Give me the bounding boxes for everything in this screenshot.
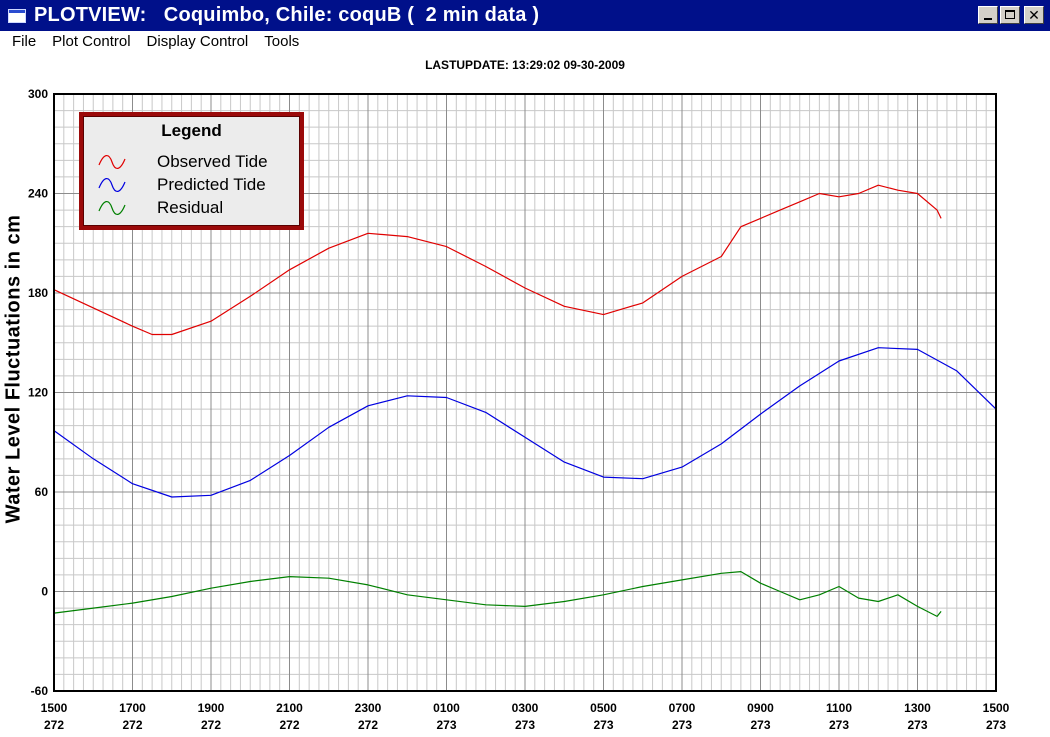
close-icon[interactable]: ✕	[1024, 6, 1044, 24]
legend-label-residual: Residual	[157, 198, 224, 217]
menu-display-control[interactable]: Display Control	[146, 32, 249, 50]
x-tick-time-label: 0700	[669, 701, 696, 715]
title-bar[interactable]: PLOTVIEW: Coquimbo, Chile: coquB ( 2 min…	[0, 0, 1050, 31]
x-axis-ticks: 1500 272 1700 272 1900 272 2100 272 2300 272 0100 2…	[41, 701, 1010, 732]
window-icon[interactable]	[8, 8, 26, 23]
y-tick-label: 180	[28, 286, 48, 300]
x-tick-time-label: 1100	[826, 701, 852, 715]
y-tick-label: 120	[28, 386, 48, 400]
series-line-predicted-tide	[53, 347, 997, 498]
menu-tools[interactable]: Tools	[264, 32, 300, 50]
legend-swatch-residual	[98, 201, 126, 215]
x-tick-time-label: 0900	[747, 701, 774, 715]
maximize-icon[interactable]	[1000, 6, 1020, 24]
menu-file[interactable]: File	[12, 32, 37, 50]
x-tick-time-label: 0500	[590, 701, 617, 715]
legend-label-predicted: Predicted Tide	[157, 175, 266, 194]
y-tick-label: -60	[31, 684, 49, 698]
x-tick-day-label: 273	[593, 718, 613, 732]
x-tick-time-label: 0300	[512, 701, 539, 715]
x-tick-day-label: 273	[672, 718, 692, 732]
y-axis-label: Water Level Fluctuations in cm	[2, 214, 25, 524]
x-tick-day-label: 272	[358, 718, 378, 732]
legend-entry-observed: Observed Tide	[97, 151, 268, 173]
series-line-residual	[53, 570, 942, 618]
x-tick-day-label: 272	[122, 718, 142, 732]
menu-plot-control[interactable]: Plot Control	[52, 32, 131, 50]
last-update-text: LASTUPDATE: 13:29:02 09-30-2009	[425, 58, 625, 72]
x-tick-day-label: 273	[436, 718, 456, 732]
x-tick-day-label: 273	[829, 718, 849, 732]
legend-label-observed: Observed Tide	[157, 152, 268, 171]
window-controls: ✕	[978, 6, 1044, 24]
y-tick-label: 300	[28, 87, 48, 101]
x-tick-day-label: 272	[44, 718, 64, 732]
plot-frame	[53, 93, 997, 692]
x-tick-day-label: 272	[279, 718, 299, 732]
x-tick-time-label: 2100	[276, 701, 303, 715]
y-axis-ticks: 300 240 180 120 60 0 -60	[28, 87, 48, 698]
legend-title: Legend	[161, 121, 222, 140]
x-tick-time-label: 1500	[983, 701, 1010, 715]
y-tick-label: 60	[35, 485, 49, 499]
legend-swatch-predicted	[98, 178, 126, 192]
series-line-observed-tide	[53, 184, 942, 336]
series-layer	[53, 184, 997, 618]
x-tick-time-label: 1300	[904, 701, 931, 715]
window-title: PLOTVIEW: Coquimbo, Chile: coquB ( 2 min…	[34, 4, 540, 26]
x-tick-time-label: 1500	[41, 701, 68, 715]
legend-entry-predicted: Predicted Tide	[97, 174, 266, 196]
x-tick-day-label: 273	[986, 718, 1006, 732]
legend-swatch-observed	[98, 155, 126, 169]
y-tick-label: 240	[28, 187, 48, 201]
x-tick-day-label: 273	[907, 718, 927, 732]
x-tick-day-label: 272	[201, 718, 221, 732]
x-tick-day-label: 273	[515, 718, 535, 732]
plot-area: LASTUPDATE: 13:29:02 09-30-2009 300 240 18…	[0, 51, 1050, 737]
x-tick-time-label: 1900	[198, 701, 225, 715]
menu-bar: File Plot Control Display Control Tools	[0, 31, 1050, 51]
minimize-icon[interactable]	[978, 6, 998, 24]
x-tick-time-label: 1700	[119, 701, 146, 715]
x-tick-time-label: 0100	[433, 701, 460, 715]
x-tick-day-label: 273	[750, 718, 770, 732]
legend-box[interactable]: Legend Observed Tide Predicted Tide Resi…	[79, 112, 304, 230]
x-tick-time-label: 2300	[355, 701, 382, 715]
legend-entry-residual: Residual	[97, 197, 223, 219]
y-tick-label: 0	[41, 585, 48, 599]
